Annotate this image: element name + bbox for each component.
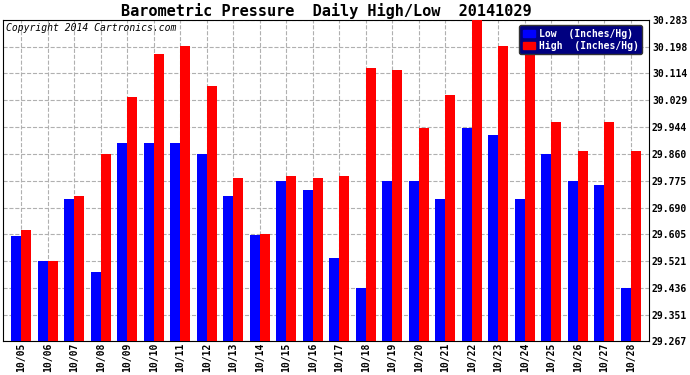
- Bar: [366, 68, 376, 342]
- Bar: [11, 236, 21, 342]
- Bar: [524, 46, 535, 342]
- Bar: [631, 151, 641, 342]
- Bar: [303, 190, 313, 342]
- Bar: [207, 86, 217, 342]
- Bar: [197, 154, 207, 342]
- Bar: [286, 176, 296, 342]
- Bar: [382, 181, 392, 342]
- Bar: [408, 181, 419, 342]
- Bar: [462, 129, 472, 342]
- Bar: [419, 129, 428, 342]
- Bar: [127, 97, 137, 342]
- Bar: [75, 196, 84, 342]
- Bar: [250, 235, 259, 342]
- Bar: [180, 46, 190, 342]
- Bar: [329, 258, 339, 342]
- Bar: [472, 20, 482, 342]
- Bar: [355, 288, 366, 342]
- Bar: [392, 70, 402, 342]
- Legend: Low  (Inches/Hg), High  (Inches/Hg): Low (Inches/Hg), High (Inches/Hg): [519, 25, 642, 54]
- Bar: [223, 196, 233, 342]
- Bar: [259, 234, 270, 342]
- Bar: [498, 46, 509, 342]
- Bar: [488, 135, 498, 342]
- Title: Barometric Pressure  Daily High/Low  20141029: Barometric Pressure Daily High/Low 20141…: [121, 3, 531, 19]
- Bar: [445, 95, 455, 342]
- Bar: [551, 122, 561, 342]
- Bar: [339, 176, 349, 342]
- Bar: [38, 261, 48, 342]
- Bar: [515, 199, 524, 342]
- Bar: [578, 151, 588, 342]
- Bar: [90, 272, 101, 342]
- Bar: [48, 261, 58, 342]
- Bar: [170, 143, 180, 342]
- Bar: [620, 288, 631, 342]
- Bar: [604, 122, 614, 342]
- Bar: [64, 199, 75, 342]
- Bar: [101, 154, 111, 342]
- Bar: [435, 199, 445, 342]
- Bar: [233, 177, 244, 342]
- Bar: [144, 143, 154, 342]
- Bar: [117, 143, 127, 342]
- Bar: [313, 177, 323, 342]
- Bar: [154, 54, 164, 342]
- Bar: [568, 181, 578, 342]
- Text: Copyright 2014 Cartronics.com: Copyright 2014 Cartronics.com: [6, 23, 177, 33]
- Bar: [276, 181, 286, 342]
- Bar: [21, 230, 31, 342]
- Bar: [594, 186, 604, 342]
- Bar: [541, 154, 551, 342]
